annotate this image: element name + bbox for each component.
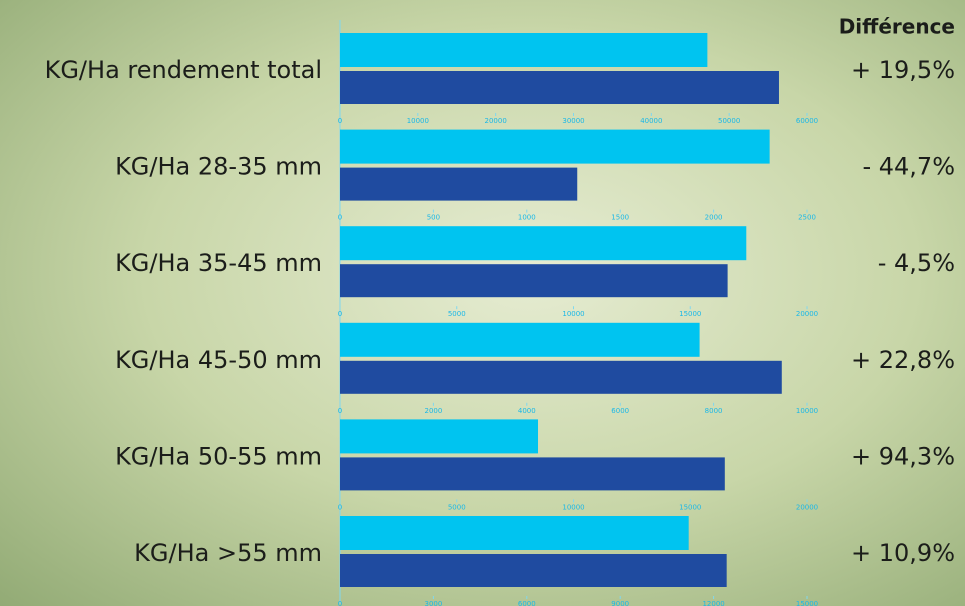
x-tick-label: 2000	[424, 407, 442, 415]
x-tick-label: 1500	[611, 214, 629, 222]
x-tick-label: 10000	[562, 503, 584, 511]
x-tick-label: 15000	[796, 600, 818, 606]
difference-label: + 22,8%	[851, 346, 955, 374]
x-tick-label: 0	[338, 407, 342, 415]
difference-label: + 10,9%	[851, 539, 955, 567]
x-tick-label: 8000	[705, 407, 723, 415]
bar	[340, 33, 708, 67]
bar	[340, 129, 770, 164]
x-tick-label: 4000	[518, 407, 536, 415]
bar	[340, 264, 728, 298]
bar	[340, 516, 689, 550]
bar	[340, 554, 727, 587]
category-label: KG/Ha 28-35 mm	[115, 153, 322, 181]
bar	[340, 322, 700, 357]
x-tick-label: 1000	[518, 214, 536, 222]
x-tick-label: 30000	[562, 117, 584, 125]
difference-label: + 19,5%	[851, 56, 955, 84]
x-tick-label: 0	[338, 117, 342, 125]
x-tick-label: 0	[338, 310, 342, 318]
x-tick-label: 9000	[611, 600, 629, 606]
x-tick-label: 10000	[562, 310, 584, 318]
x-tick-label: 3000	[424, 600, 442, 606]
x-tick-label: 6000	[518, 600, 536, 606]
x-tick-label: 12000	[702, 600, 724, 606]
difference-label: - 4,5%	[878, 249, 955, 277]
bar	[340, 71, 779, 104]
x-tick-label: 20000	[485, 117, 507, 125]
category-label: KG/Ha 45-50 mm	[115, 346, 322, 374]
x-tick-label: 20000	[796, 503, 818, 511]
x-tick-label: 0	[338, 600, 342, 606]
x-tick-label: 50000	[718, 117, 740, 125]
x-tick-label: 60000	[796, 117, 818, 125]
x-tick-label: 40000	[640, 117, 662, 125]
bar	[340, 226, 747, 261]
x-tick-label: 0	[338, 214, 342, 222]
category-label: KG/Ha >55 mm	[134, 539, 322, 567]
bar	[340, 360, 782, 394]
header: Différence	[839, 15, 955, 39]
x-tick-label: 20000	[796, 310, 818, 318]
x-tick-label: 6000	[611, 407, 629, 415]
x-tick-label: 10000	[796, 407, 818, 415]
category-label: KG/Ha rendement total	[45, 56, 322, 84]
category-label: KG/Ha 50-55 mm	[115, 442, 322, 470]
x-tick-label: 5000	[448, 503, 466, 511]
difference-label: + 94,3%	[851, 442, 955, 470]
x-tick-label: 5000	[448, 310, 466, 318]
x-tick-label: 0	[338, 503, 342, 511]
bar	[340, 419, 539, 454]
difference-label: - 44,7%	[862, 153, 955, 181]
x-tick-label: 10000	[407, 117, 429, 125]
x-tick-label: 2000	[705, 214, 723, 222]
category-label: KG/Ha 35-45 mm	[115, 249, 322, 277]
x-tick-label: 2500	[798, 214, 816, 222]
bar	[340, 457, 725, 491]
x-tick-label: 15000	[679, 310, 701, 318]
x-tick-label: 15000	[679, 503, 701, 511]
x-tick-label: 500	[427, 214, 440, 222]
bar	[340, 167, 578, 201]
